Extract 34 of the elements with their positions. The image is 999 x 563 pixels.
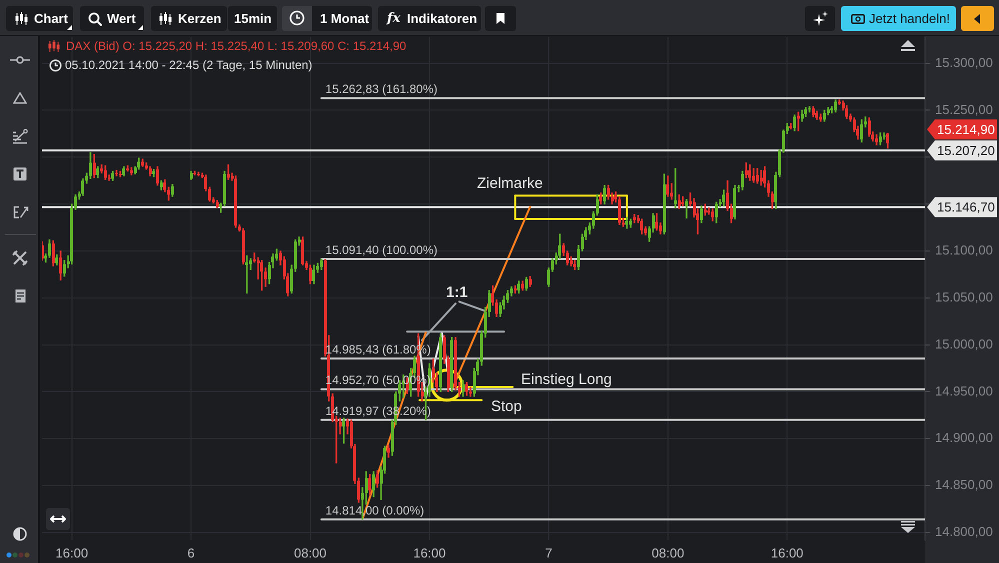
x-tick-label: 08:00 (294, 545, 327, 560)
annotation: Stop (491, 398, 522, 414)
annotation: Zielmarke (477, 174, 543, 192)
y-tick-label: 14.900,00 (935, 430, 993, 446)
x-tick-label: 08:00 (652, 545, 684, 560)
button: Wert (80, 6, 144, 31)
y-tick-label: 14.800,00 (935, 524, 993, 540)
ref-line-label: 15.207,20 (937, 142, 995, 158)
button: Kerzen (151, 6, 227, 31)
annotation: 1:1 (446, 284, 468, 300)
y-tick-label: 15.250,00 (935, 102, 993, 117)
annotation: Einstieg Long (521, 370, 612, 388)
y-tick-label: 14.950,00 (935, 383, 993, 398)
x-tick-label: 16:00 (56, 545, 88, 560)
ref-line-label: 15.146,70 (937, 200, 995, 215)
button: 1 Monat (312, 6, 372, 31)
x-tick-label: 7 (545, 545, 552, 560)
x-tick-label: 6 (187, 545, 195, 560)
button: Chart (6, 6, 73, 31)
y-tick-label: 15.000,00 (935, 336, 993, 352)
button: 15min (228, 6, 277, 31)
text: 05.10.2021 14:00 - 22:45 (2 Tage, 15 Minuten) (65, 58, 312, 72)
chart-title: DAX (Bid) O: 15.225,20 H: 15.225,40 L: 15.209,60 C: 15.214,90 (66, 39, 406, 53)
text: 15.214,90 (937, 122, 995, 137)
button: fx Indikatoren (378, 6, 481, 31)
y-tick-label: 15.100,00 (935, 242, 993, 258)
y-tick-label: 14.850,00 (935, 477, 993, 492)
button: Jetzt handeln! (841, 6, 956, 31)
data-label: 15.262,83 (161.80%) (325, 82, 438, 96)
y-tick-label: 15.300,00 (935, 54, 993, 70)
data-label: 15.091,40 (100.00%) (325, 243, 438, 258)
x-tick-label: 16:00 (413, 545, 446, 560)
y-tick-label: 15.050,00 (935, 289, 993, 304)
x-tick-label: 16:00 (770, 545, 804, 560)
